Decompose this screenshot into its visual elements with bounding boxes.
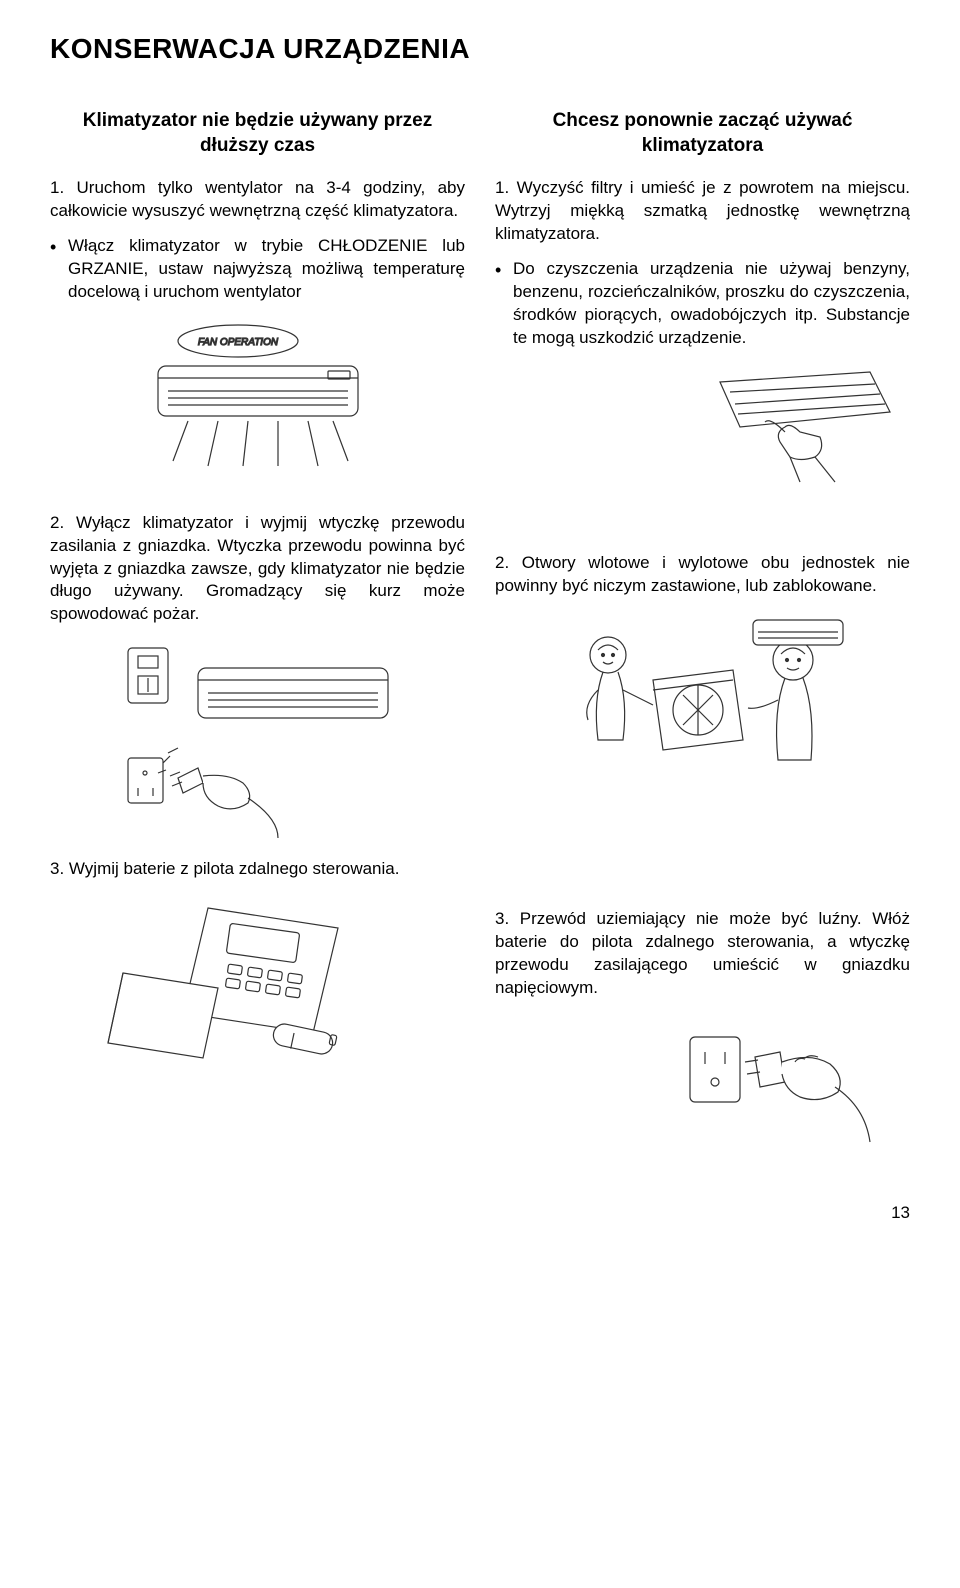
- left-item-1: 1. Uruchom tylko wentylator na 3-4 godzi…: [50, 177, 465, 223]
- left-item-3: 3. Wyjmij baterie z pilota zdalnego ster…: [50, 858, 465, 881]
- page-number: 13: [50, 1202, 910, 1225]
- illus-clean-ac: [690, 362, 910, 492]
- col-left-3: 3. Wyjmij baterie z pilota zdalnego ster…: [50, 858, 465, 1172]
- right-bullet-1: Do czyszczenia urządzenia nie używaj ben…: [495, 258, 910, 350]
- illus-remote-battery: [98, 893, 418, 1073]
- col-right-2: 2. Otwory wlotowe i wylotowe obu jednost…: [495, 512, 910, 859]
- row-3: 3. Wyjmij baterie z pilota zdalnego ster…: [50, 858, 910, 1172]
- illus-unblock-openings: [553, 610, 853, 810]
- fan-operation-label: FAN OPERATION: [197, 337, 278, 348]
- right-heading: Chcesz ponownie zacząć używać klimatyzat…: [495, 108, 910, 159]
- row-2: 2. Wyłącz klimatyzator i wyjmij wtyczkę …: [50, 512, 910, 859]
- col-right-1: Chcesz ponownie zacząć używać klimatyzat…: [495, 108, 910, 512]
- illus-ac-fan: FAN OPERATION: [118, 316, 398, 476]
- illus-unplug: [108, 638, 408, 838]
- col-left-2: 2. Wyłącz klimatyzator i wyjmij wtyczkę …: [50, 512, 465, 859]
- right-item-3: 3. Przewód uziemiający nie może być luźn…: [495, 908, 910, 1000]
- illus-plug-outlet: [670, 1012, 890, 1152]
- page-title: KONSERWACJA URZĄDZENIA: [50, 30, 910, 68]
- right-item-1: 1. Wyczyść filtry i umieść je z powrotem…: [495, 177, 910, 246]
- left-item-2: 2. Wyłącz klimatyzator i wyjmij wtyczkę …: [50, 512, 465, 627]
- right-item-2: 2. Otwory wlotowe i wylotowe obu jednost…: [495, 552, 910, 598]
- left-heading: Klimatyzator nie będzie używany przez dł…: [50, 108, 465, 159]
- col-right-3: 3. Przewód uziemiający nie może być luźn…: [495, 858, 910, 1172]
- col-left-1: Klimatyzator nie będzie używany przez dł…: [50, 108, 465, 512]
- row-1: Klimatyzator nie będzie używany przez dł…: [50, 108, 910, 512]
- left-bullet-1: Włącz klimatyzator w trybie CHŁODZENIE l…: [50, 235, 465, 304]
